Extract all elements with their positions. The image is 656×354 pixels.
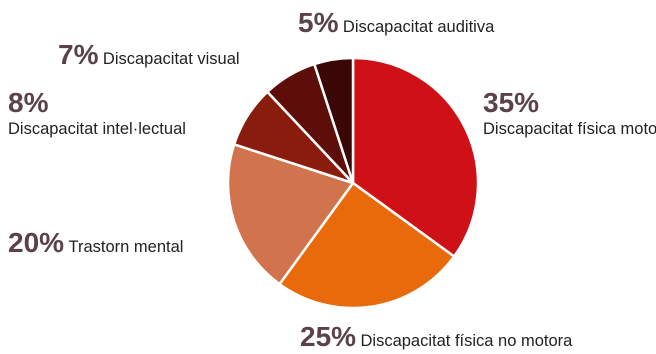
slice-label-visual: 7% Discapacitat visual bbox=[58, 40, 240, 70]
slice-text-fisica-motora: Discapacitat física motora bbox=[483, 120, 656, 138]
slice-text-intel: Discapacitat intel·lectual bbox=[8, 120, 186, 138]
pie-slice-2 bbox=[226, 143, 355, 286]
slice-pct-visual: 7% bbox=[58, 39, 99, 70]
pie-slice-0 bbox=[351, 56, 480, 258]
slice-text-mental: Trastorn mental bbox=[68, 238, 184, 256]
slice-label-mental: 20% Trastorn mental bbox=[8, 228, 183, 258]
slice-pct-intel: 8% bbox=[8, 87, 49, 118]
slice-pct-fisica-motora: 35% bbox=[483, 87, 540, 118]
slice-label-intel: 8% Discapacitat intel·lectual bbox=[8, 88, 186, 139]
slice-label-auditiva: 5% Discapacitat auditiva bbox=[298, 8, 494, 38]
slice-text-fisica-no-motora: Discapacitat física no motora bbox=[360, 332, 573, 350]
slice-label-fisica-no-motora: 25% Discapacitat física no motora bbox=[300, 322, 572, 352]
slice-pct-fisica-no-motora: 25% bbox=[300, 321, 357, 352]
slice-label-fisica-motora: 35% Discapacitat física motora bbox=[483, 88, 656, 139]
slice-text-visual: Discapacitat visual bbox=[102, 50, 240, 68]
pie-slice-5 bbox=[313, 56, 355, 185]
pie-slice-1 bbox=[278, 181, 456, 310]
slice-text-auditiva: Discapacitat auditiva bbox=[342, 18, 495, 36]
slice-pct-mental: 20% bbox=[8, 227, 65, 258]
slice-pct-auditiva: 5% bbox=[298, 7, 339, 38]
